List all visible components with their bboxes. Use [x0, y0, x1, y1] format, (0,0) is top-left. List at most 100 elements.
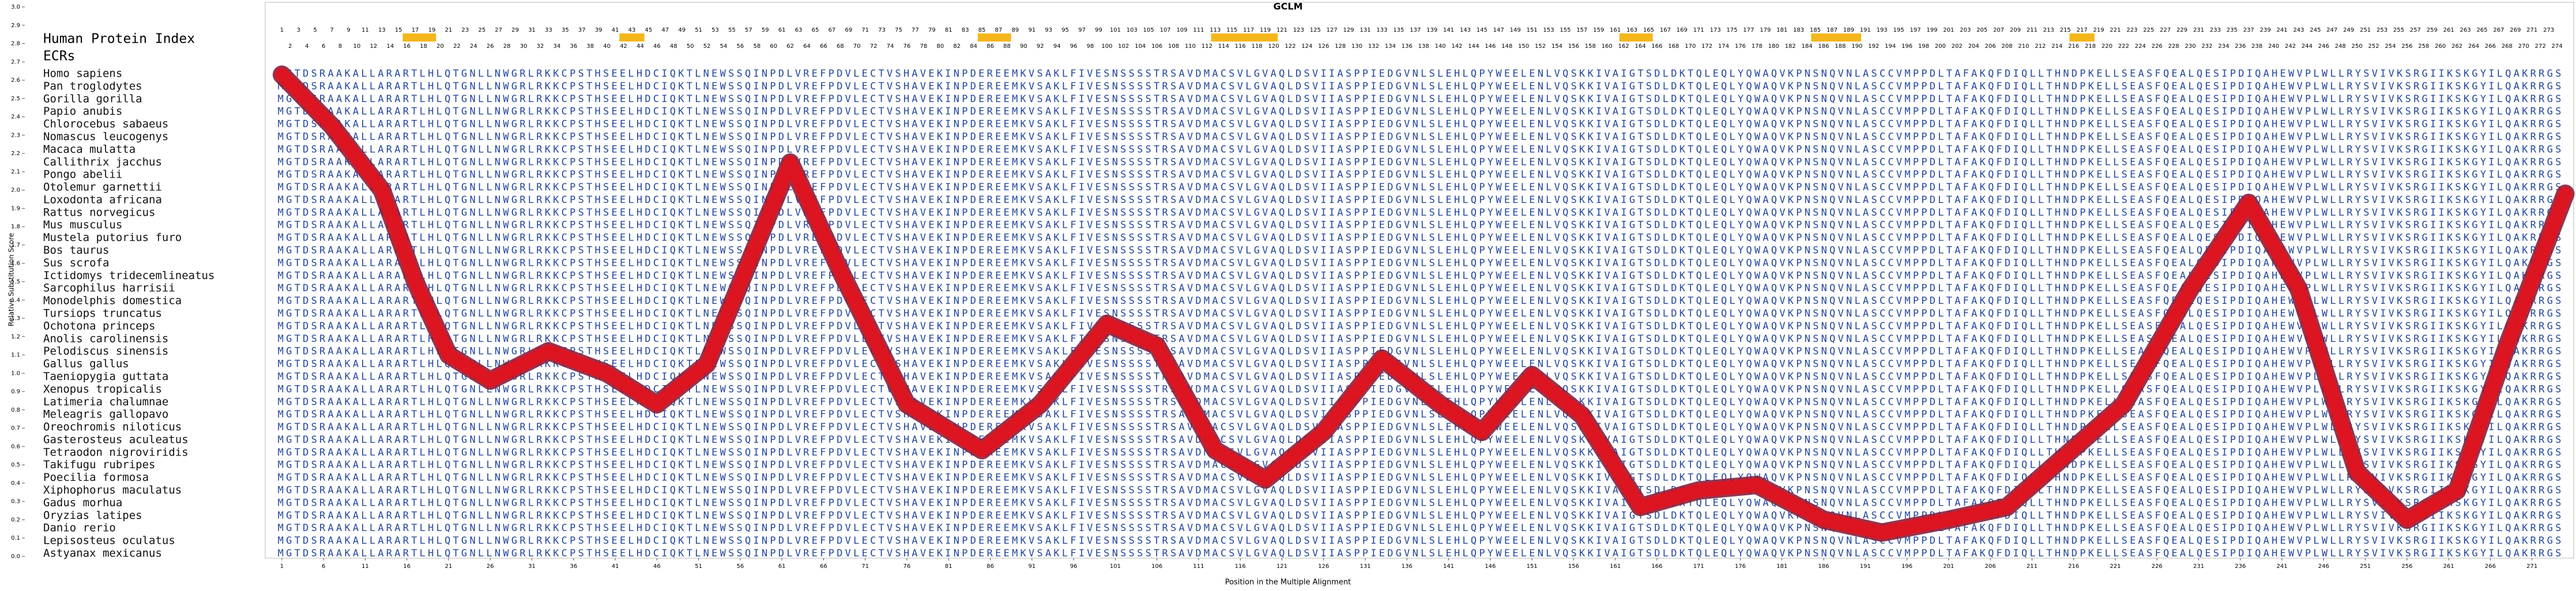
ecr-block [619, 33, 645, 42]
ecr-block [977, 33, 1011, 42]
x-tick-label: 146 [1485, 563, 1496, 570]
human-index-number: 205 [1976, 27, 1987, 33]
chart-title: GCLM [1274, 1, 1303, 12]
human-index-number: 99 [1095, 27, 1102, 33]
y-tick-label: 0.1 [11, 535, 20, 541]
human-index-number: 128 [1335, 43, 1346, 50]
human-index-number: 45 [645, 27, 653, 33]
y-tick-label: 0.2 [11, 517, 20, 523]
x-tick-label: 221 [2110, 563, 2121, 570]
human-index-number: 86 [986, 43, 994, 50]
species-name: Astyanax mexicanus [43, 547, 162, 560]
x-tick-label: 176 [1735, 563, 1746, 570]
human-index-number: 209 [2010, 27, 2021, 33]
human-index-number: 140 [1435, 43, 1446, 50]
y-tick-label: 2.0 [11, 187, 20, 194]
species-name: Tetraodon nigroviridis [43, 446, 189, 458]
human-index-number: 44 [637, 43, 644, 50]
x-tick-label: 111 [1193, 563, 1204, 570]
human-index-number: 123 [1293, 27, 1304, 33]
human-index-number: 237 [2243, 27, 2254, 33]
human-index-number: 153 [1543, 27, 1554, 33]
y-tick-label: 1.7 [11, 242, 20, 249]
human-index-number: 124 [1301, 43, 1312, 50]
x-tick-label: 106 [1151, 563, 1162, 570]
human-index-number: 72 [870, 43, 878, 50]
human-index-number: 267 [2493, 27, 2504, 33]
human-index-number: 39 [595, 27, 602, 33]
human-index-number: 193 [1877, 27, 1888, 33]
human-index-number: 13 [378, 27, 386, 33]
human-index-number: 21 [445, 27, 453, 33]
x-tick-label: 231 [2193, 563, 2204, 570]
human-index-number: 239 [2260, 27, 2271, 33]
human-index-number: 120 [1268, 43, 1279, 50]
x-tick-label: 166 [1651, 563, 1662, 570]
y-tick-label: 2.9 [11, 22, 20, 29]
human-index-number: 98 [1087, 43, 1094, 50]
x-tick-label: 241 [2277, 563, 2288, 570]
human-index-number: 188 [1835, 43, 1846, 50]
human-index-number: 133 [1376, 27, 1387, 33]
human-index-number: 159 [1593, 27, 1604, 33]
species-name: Xenopus tropicalis [43, 383, 162, 396]
human-index-number: 266 [2485, 43, 2496, 50]
human-index-number: 220 [2102, 43, 2112, 50]
species-name: Pelodiscus sinensis [43, 345, 168, 357]
human-index-number: 24 [470, 43, 477, 50]
human-index-number: 130 [1351, 43, 1362, 50]
human-index-number: 158 [1585, 43, 1596, 50]
human-index-number: 29 [511, 27, 519, 33]
human-index-number: 221 [2110, 27, 2121, 33]
species-name: Danio rerio [43, 522, 116, 534]
human-index-number: 196 [1901, 43, 1912, 50]
y-tick-label: 0.3 [11, 499, 20, 505]
human-index-number: 37 [578, 27, 586, 33]
species-name: Bos taurus [43, 244, 109, 257]
human-index-number: 194 [1885, 43, 1896, 50]
human-index-number: 80 [936, 43, 944, 50]
human-index-number: 248 [2335, 43, 2346, 50]
y-tick-label: 1.1 [11, 352, 20, 359]
species-name: Takifugu rubripes [43, 458, 155, 471]
x-tick-label: 16 [403, 563, 410, 570]
human-index-number: 87 [995, 27, 1003, 33]
human-index-number: 255 [2393, 27, 2404, 33]
human-index-number: 269 [2510, 27, 2521, 33]
x-tick-label: 66 [820, 563, 827, 570]
species-name: Oryzias latipes [43, 509, 142, 522]
human-index-number: 9 [347, 27, 350, 33]
human-index-number: 214 [2051, 43, 2062, 50]
human-index-number: 200 [1935, 43, 1946, 50]
human-index-number: 119 [1260, 27, 1271, 33]
species-name: Pongo abelii [43, 168, 122, 181]
human-index-number: 4 [305, 43, 308, 50]
human-index-number: 19 [428, 27, 436, 33]
human-index-number: 258 [2418, 43, 2429, 50]
human-index-number: 5 [314, 27, 317, 33]
human-index-number: 137 [1410, 27, 1421, 33]
human-index-number: 156 [1568, 43, 1579, 50]
human-index-number: 168 [1668, 43, 1679, 50]
human-index-number: 43 [628, 27, 636, 33]
species-name: Ictidomys tridecemlineatus [43, 269, 214, 282]
human-index-number: 48 [670, 43, 677, 50]
human-index-number: 202 [1952, 43, 1963, 50]
human-index-number: 115 [1226, 27, 1237, 33]
human-index-number: 261 [2443, 27, 2454, 33]
x-tick-label: 96 [1070, 563, 1078, 570]
x-tick-label: 271 [2526, 563, 2537, 570]
human-index-number: 169 [1677, 27, 1688, 33]
human-index-number: 231 [2193, 27, 2204, 33]
human-index-number: 102 [1118, 43, 1129, 50]
human-index-number: 174 [1718, 43, 1729, 50]
human-index-number: 126 [1318, 43, 1329, 50]
y-axis-label: Relative Substitution Score [7, 233, 16, 326]
human-index-number: 65 [812, 27, 819, 33]
human-index-number: 184 [1802, 43, 1813, 50]
human-index-number: 249 [2343, 27, 2354, 33]
y-tick-label: 2.2 [11, 150, 20, 157]
human-index-number: 254 [2385, 43, 2396, 50]
human-index-number: 243 [2293, 27, 2304, 33]
human-index-number: 263 [2460, 27, 2471, 33]
